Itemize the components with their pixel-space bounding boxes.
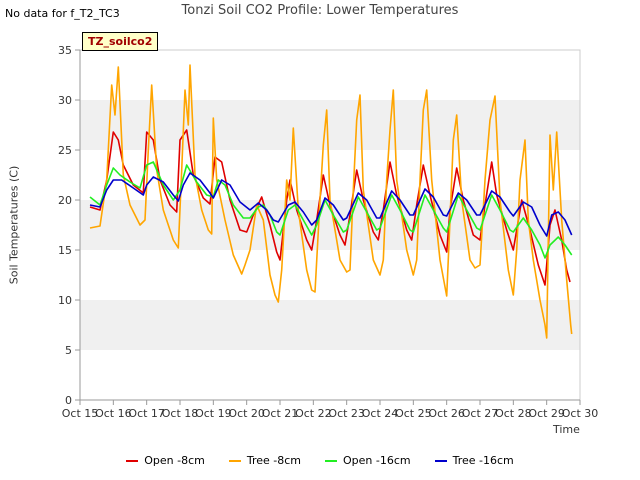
plot-band — [80, 300, 580, 350]
x-axis-label: Time — [553, 423, 580, 436]
x-tick-label: Oct 28 — [495, 407, 532, 420]
x-tick-label: Oct 15 — [62, 407, 99, 420]
legend-swatch-open-8cm — [126, 459, 139, 462]
legend-label-tree-8cm: Tree -8cm — [246, 454, 301, 467]
no-data-message: No data for f_T2_TC3 — [5, 7, 120, 20]
series-line-tree-16cm — [89, 172, 573, 237]
x-tick-label: Oct 27 — [462, 407, 499, 420]
y-tick-label: 15 — [58, 244, 72, 257]
y-tick-label: 25 — [58, 144, 72, 157]
legend: Open -8cm Tree -8cm Open -16cm Tree -16c… — [0, 454, 640, 467]
x-tick-label: Oct 22 — [295, 407, 332, 420]
x-tick-label: Oct 26 — [428, 407, 465, 420]
x-tick-label: Oct 25 — [395, 407, 432, 420]
x-tick-label: Oct 16 — [95, 407, 132, 420]
y-tick-label: 0 — [65, 394, 72, 407]
legend-label-open-16cm: Open -16cm — [343, 454, 411, 467]
legend-item-tree-8cm: Tree -8cm — [228, 454, 301, 467]
legend-swatch-tree-16cm — [434, 459, 447, 462]
legend-label-open-8cm: Open -8cm — [144, 454, 205, 467]
y-tick-label: 30 — [58, 94, 72, 107]
y-tick-label: 5 — [65, 344, 72, 357]
y-tick-label: 10 — [58, 294, 72, 307]
x-tick-label: Oct 20 — [228, 407, 265, 420]
x-tick-label: Oct 18 — [162, 407, 199, 420]
x-tick-label: Oct 21 — [262, 407, 299, 420]
x-tick-label: Oct 17 — [128, 407, 165, 420]
y-tick-label: 20 — [58, 194, 72, 207]
x-tick-label: Oct 19 — [195, 407, 232, 420]
x-tick-label: Oct 30 — [562, 407, 599, 420]
legend-item-open-16cm: Open -16cm — [325, 454, 411, 467]
x-tick-label: Oct 23 — [328, 407, 365, 420]
x-tick-label: Oct 24 — [362, 407, 399, 420]
site-label-box: TZ_soilco2 — [82, 32, 159, 51]
chart-title: Tonzi Soil CO2 Profile: Lower Temperatur… — [181, 3, 459, 18]
series-line-tree-8cm — [89, 64, 573, 339]
legend-label-tree-16cm: Tree -16cm — [452, 454, 514, 467]
legend-item-tree-16cm: Tree -16cm — [434, 454, 514, 467]
legend-item-open-8cm: Open -8cm — [126, 454, 205, 467]
legend-swatch-open-16cm — [325, 459, 337, 462]
x-tick-label: Oct 29 — [528, 407, 565, 420]
y-axis-label: Soil Temperatures (C) — [7, 165, 21, 285]
legend-swatch-tree-8cm — [228, 459, 241, 462]
y-tick-label: 35 — [58, 44, 72, 57]
